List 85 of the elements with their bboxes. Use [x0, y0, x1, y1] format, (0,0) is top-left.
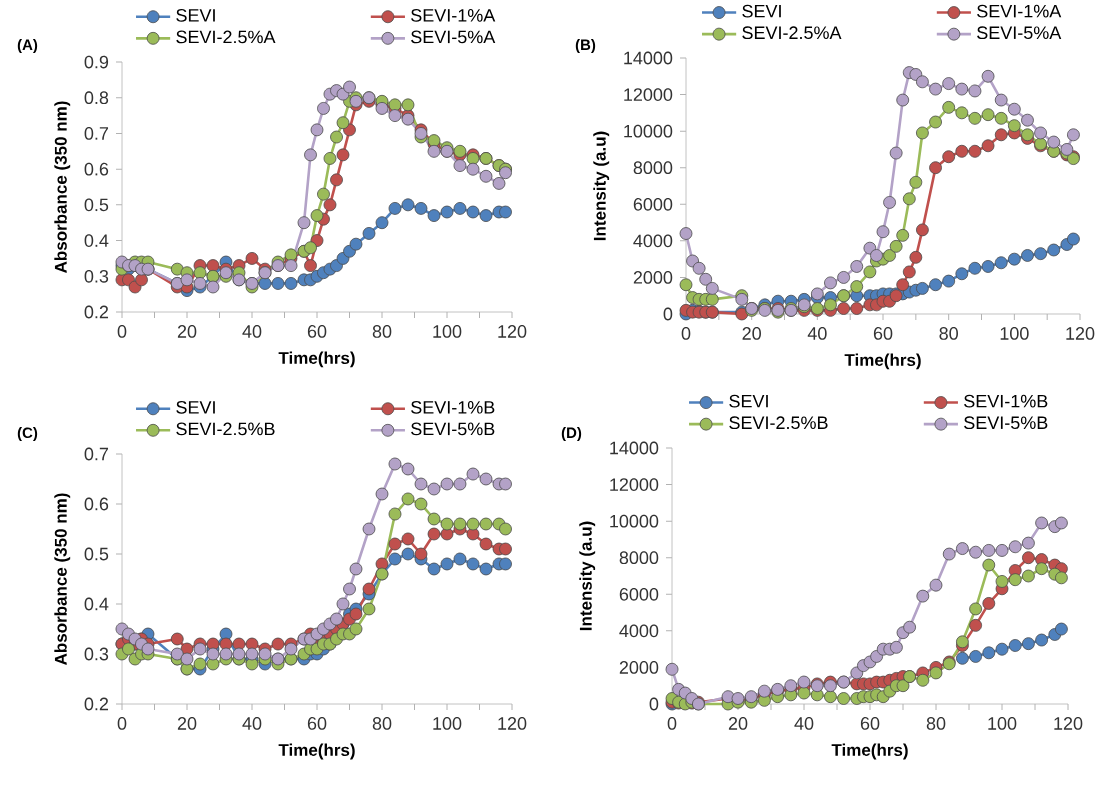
y-tick-label: 0.5: [84, 547, 109, 561]
x-tick-label: 80: [926, 717, 946, 730]
y-tick-label: 0.9: [84, 55, 109, 69]
y-tick-label: 10000: [610, 514, 659, 528]
y-tick-label: 0.3: [84, 269, 109, 283]
text: (A): [17, 39, 38, 54]
legend-label: SEVI-5%B: [411, 422, 495, 436]
x-tick-label: 100: [1000, 327, 1029, 340]
x-tick-label: 20: [177, 325, 197, 338]
y-tick-label: 8000: [619, 551, 659, 565]
legend-label: SEVI: [176, 400, 215, 414]
legend-label: SEVI-2.5%A: [176, 30, 276, 44]
x-tick-label: 20: [742, 327, 761, 340]
x-axis-title: Time(hrs): [278, 743, 355, 760]
y-tick-label: 14000: [610, 441, 659, 455]
y-axis-title: Absorbance (350 nm): [54, 493, 71, 666]
y-tick-label: 0: [649, 697, 659, 711]
legend-label: SEVI-1%A: [977, 4, 1062, 18]
x-tick-label: 80: [372, 325, 392, 338]
x-tick-label: 60: [307, 717, 327, 730]
legend-label: SEVI-1%A: [411, 8, 496, 22]
legend-label: SEVI: [176, 8, 215, 22]
x-tick-label: 60: [860, 717, 880, 730]
legend-label: SEVI: [742, 4, 781, 18]
x-tick-label: 20: [728, 717, 748, 730]
y-tick-label: 0.4: [84, 597, 109, 611]
legend-label: SEVI-2.5%B: [729, 416, 828, 430]
y-tick-label: 12000: [624, 88, 673, 101]
legend-label: SEVI-1%B: [964, 394, 1048, 408]
x-tick-label: 80: [939, 327, 958, 340]
x-tick-label: 100: [988, 717, 1017, 730]
y-axis-title: Intensity (a.u): [593, 131, 610, 241]
text: (B): [575, 39, 596, 54]
x-tick-label: 20: [177, 717, 197, 730]
x-tick-label: 80: [372, 717, 392, 730]
x-axis-title: Time(hrs): [844, 353, 921, 370]
y-tick-label: 0.2: [84, 305, 109, 319]
x-tick-label: 0: [681, 327, 691, 340]
x-tick-label: 100: [433, 325, 462, 338]
x-axis-title: Time(hrs): [278, 351, 355, 368]
x-tick-label: 60: [873, 327, 893, 340]
y-tick-label: 0.6: [84, 497, 109, 511]
legend-label: SEVI-1%B: [411, 400, 495, 414]
x-tick-label: 40: [794, 717, 814, 730]
x-tick-label: 0: [117, 717, 127, 730]
y-tick-label: 0.6: [84, 162, 109, 176]
y-tick-label: 10000: [624, 124, 673, 138]
y-tick-label: 2000: [633, 271, 673, 284]
y-tick-label: 0.7: [84, 447, 109, 461]
y-tick-label: 0.5: [84, 198, 109, 212]
y-tick-label: 6000: [633, 197, 673, 211]
legend-label: SEVI: [729, 394, 768, 408]
y-tick-label: 0.4: [84, 234, 109, 247]
text: (C): [17, 427, 38, 442]
y-tick-label: 14000: [624, 51, 673, 65]
y-tick-label: 0.8: [84, 91, 109, 105]
x-tick-label: 0: [117, 325, 127, 338]
x-tick-label: 120: [1054, 717, 1083, 730]
legend-label: SEVI-5%A: [411, 30, 496, 44]
legend-label: SEVI-2.5%A: [742, 26, 842, 40]
x-tick-label: 120: [1066, 327, 1095, 340]
legend-label: SEVI-5%A: [977, 26, 1062, 40]
y-tick-label: 12000: [610, 478, 659, 491]
y-tick-label: 2000: [619, 661, 659, 674]
y-tick-label: 4000: [619, 624, 659, 638]
legend-label: SEVI-5%B: [964, 416, 1048, 430]
x-axis-title: Time(hrs): [831, 743, 908, 760]
y-tick-label: 8000: [633, 161, 673, 175]
y-tick-label: 0.7: [84, 127, 109, 140]
x-tick-label: 40: [242, 717, 262, 730]
y-tick-label: 0: [663, 307, 673, 321]
x-tick-label: 120: [498, 325, 527, 338]
x-tick-label: 100: [433, 717, 462, 730]
legend-label: SEVI-2.5%B: [176, 422, 275, 436]
y-tick-label: 6000: [619, 587, 659, 601]
x-tick-label: 120: [498, 717, 527, 730]
x-tick-label: 40: [242, 325, 262, 338]
y-tick-label: 0.2: [84, 697, 109, 711]
x-tick-label: 40: [807, 327, 827, 340]
y-axis-title: Absorbance (350 nm): [54, 101, 71, 274]
x-tick-label: 60: [307, 325, 327, 338]
y-axis-title: Intensity (a.u): [579, 521, 596, 631]
text: (D): [561, 427, 582, 442]
y-tick-label: 4000: [633, 234, 673, 248]
y-tick-label: 0.3: [84, 647, 109, 661]
